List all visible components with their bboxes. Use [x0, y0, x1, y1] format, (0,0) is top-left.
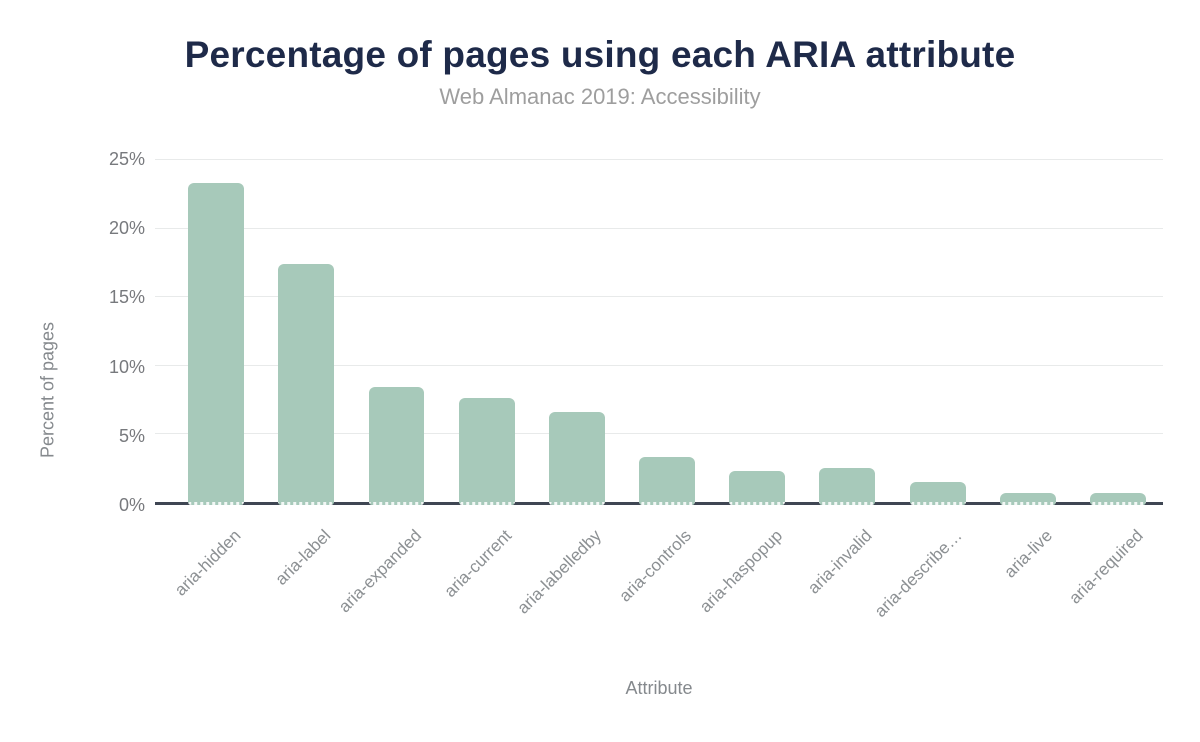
bar-slot — [532, 159, 622, 505]
x-label-slot: aria-live — [983, 508, 1073, 658]
x-label-slot: aria-labelledby — [514, 508, 622, 658]
x-tick-label: aria-required — [1064, 526, 1147, 608]
x-axis-labels: aria-hidden aria-label aria-expanded aria-c… — [155, 508, 1163, 658]
x-label-slot: aria-required — [1065, 508, 1163, 658]
x-tick-label: aria-invalid — [804, 526, 876, 598]
bar-slot — [261, 159, 351, 505]
x-tick-label: aria-hidden — [170, 526, 245, 600]
bar-slot — [983, 159, 1073, 505]
x-axis-title: Attribute — [625, 678, 693, 698]
gridline-20 — [155, 227, 1163, 229]
bars-row — [155, 159, 1163, 505]
bar-aria-labelledby[interactable] — [548, 411, 605, 505]
x-label-slot: aria-hidden — [171, 508, 261, 658]
x-label-slot: aria-label — [261, 508, 351, 658]
plot-area — [155, 159, 1163, 505]
y-tick-label: 10% — [108, 356, 145, 377]
gridline-25 — [155, 159, 1163, 160]
x-tick-label: aria-controls — [615, 526, 696, 606]
bar-slot — [622, 159, 712, 505]
bar-aria-haspopup[interactable] — [729, 470, 786, 505]
chart-subtitle: Web Almanac 2019: Accessibility — [439, 84, 761, 109]
y-tick-label: 25% — [108, 149, 145, 169]
x-label-slot: aria-haspopup — [695, 508, 802, 658]
bar-slot — [442, 159, 532, 505]
x-label-slot: aria-controls — [616, 508, 712, 658]
bar-aria-describe…[interactable] — [909, 481, 966, 505]
bar-aria-controls[interactable] — [639, 456, 695, 505]
gridlines — [155, 159, 1163, 502]
y-tick-label: 20% — [108, 218, 145, 239]
gridline-15 — [155, 296, 1163, 298]
y-axis-ticks: 0% 5% 10% 15% 20% 25% — [0, 0, 145, 742]
bar-slot — [802, 159, 892, 505]
y-tick-label: 5% — [118, 425, 145, 446]
bar-aria-hidden[interactable] — [188, 182, 245, 505]
x-label-slot: aria-expanded — [335, 508, 441, 658]
bar-slot — [712, 159, 802, 505]
bar-slot — [351, 159, 441, 505]
bar-slot — [171, 159, 261, 505]
bar-slot — [893, 159, 983, 505]
bar-slot — [1073, 159, 1163, 505]
x-label-slot: aria-describe… — [871, 508, 983, 658]
x-label-slot: aria-current — [440, 508, 532, 658]
y-tick-label: 0% — [118, 495, 145, 515]
x-label-slot: aria-invalid — [802, 508, 892, 658]
y-tick-label: 15% — [108, 287, 145, 308]
x-tick-label: aria-current — [440, 526, 516, 601]
bar-aria-label[interactable] — [278, 263, 335, 505]
bar-aria-live[interactable] — [999, 492, 1056, 505]
x-tick-label: aria-label — [271, 526, 335, 589]
bar-aria-expanded[interactable] — [368, 387, 425, 505]
gridline-5 — [155, 433, 1163, 435]
bar-aria-required[interactable] — [1090, 492, 1146, 505]
chart-title: Percentage of pages using each ARIA attr… — [184, 34, 1016, 75]
x-tick-label: aria-live — [1000, 526, 1057, 582]
bar-aria-invalid[interactable] — [819, 467, 876, 505]
bar-aria-current[interactable] — [458, 397, 515, 505]
gridline-10 — [155, 364, 1163, 366]
